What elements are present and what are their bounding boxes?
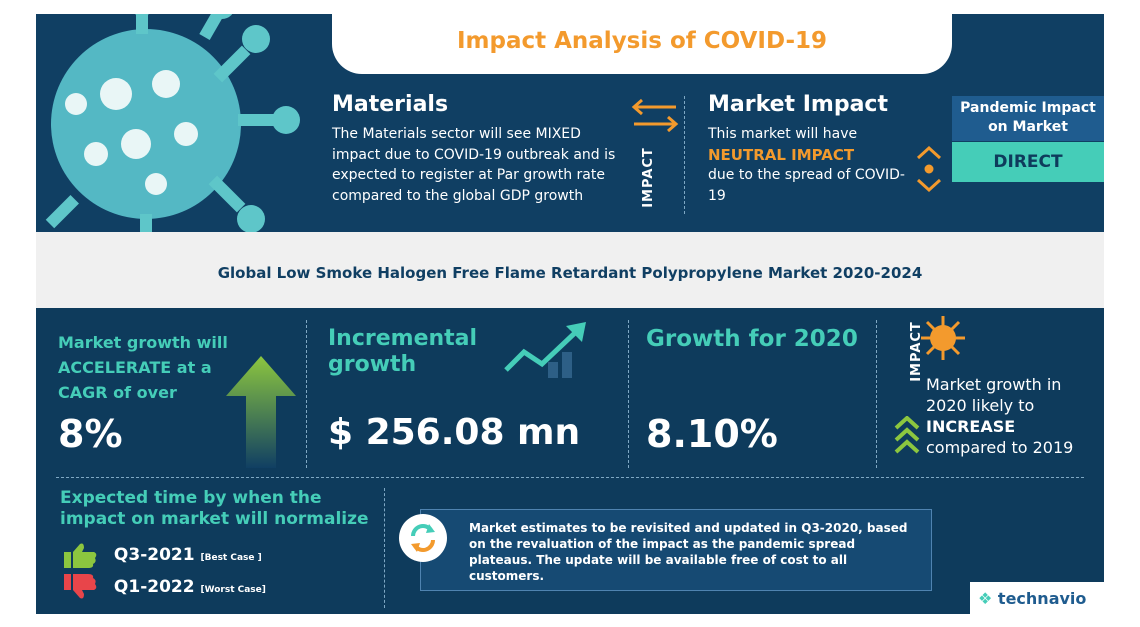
cagr-label: Market growth will ACCELERATE at a CAGR … [58, 333, 228, 402]
market-impact-body: This market will have NEUTRAL IMPACT due… [708, 124, 908, 206]
cagr-value: 8% [58, 412, 123, 456]
increase-note: Market growth in 2020 likely to INCREASE… [926, 374, 1104, 458]
sun-icon [921, 316, 965, 360]
worst-case-row: Q1-2022 [Worst Case] [64, 574, 266, 600]
pandemic-impact-value: DIRECT [952, 142, 1104, 182]
impact-label-vertical: IMPACT [636, 144, 670, 214]
best-case-row: Q3-2021 [Best Case ] [64, 542, 262, 568]
refresh-icon [411, 524, 435, 552]
market-impact-heading: Market Impact [708, 92, 888, 117]
best-case-value: Q3-2021 [113, 545, 195, 565]
logo-mark-icon: ❖ [978, 589, 993, 608]
divider [628, 320, 629, 468]
brand-name: ❖ technavio [978, 589, 1086, 608]
technavio-logo: ❖ technavio [970, 582, 1104, 614]
divider [876, 320, 877, 468]
infographic: Impact Analysis of COVID-19 Materials Th… [36, 14, 1104, 614]
incremental-value: $ 256.08 mn [328, 412, 581, 453]
thumbs-up-icon [64, 543, 97, 568]
trend-up-icon [504, 322, 586, 378]
virus-illustration [45, 14, 300, 244]
market-title-band: Global Low Smoke Halogen Free Flame Reta… [36, 232, 1104, 308]
pandemic-impact-label: Pandemic Impact on Market [952, 96, 1104, 141]
divider [306, 320, 307, 468]
update-notice: Market estimates to be revisited and upd… [399, 509, 932, 591]
thumbs-down-icon [64, 574, 97, 599]
normalize-title: Expected time by when the impact on mark… [60, 488, 369, 529]
neutral-impact-text: NEUTRAL IMPACT [708, 145, 855, 164]
impact-label: IMPACT [640, 147, 656, 208]
divider [684, 96, 685, 214]
worst-case-value: Q1-2022 [113, 577, 195, 597]
divider [384, 488, 385, 608]
market-impact-line1: This market will have [708, 126, 858, 142]
exchange-arrows-icon [631, 98, 679, 132]
materials-heading: Materials [332, 92, 449, 117]
best-case-tag: [Best Case ] [200, 553, 262, 563]
notice-text: Market estimates to be revisited and upd… [469, 521, 908, 583]
title-banner: Impact Analysis of COVID-19 [332, 14, 952, 74]
increase-highlight: INCREASE [926, 417, 1016, 436]
brand-label: technavio [997, 589, 1087, 608]
worst-case-tag: [Worst Case] [200, 585, 266, 595]
up-arrow-icon [226, 356, 296, 468]
up-down-chevrons-icon [916, 145, 942, 193]
growth-2020-label: Growth for 2020 [646, 326, 858, 352]
refresh-icon-badge [399, 514, 447, 562]
market-impact-line2: due to the spread of COVID-19 [708, 167, 905, 204]
top-panel: Impact Analysis of COVID-19 Materials Th… [36, 14, 1104, 244]
market-title: Global Low Smoke Halogen Free Flame Reta… [217, 264, 923, 282]
increase-line1: Market growth in 2020 likely to [926, 375, 1062, 415]
increase-chevrons-icon [894, 416, 920, 454]
page-title: Impact Analysis of COVID-19 [456, 28, 828, 54]
incremental-label: Incremental growth [328, 326, 478, 377]
growth-2020-value: 8.10% [646, 412, 778, 456]
divider [56, 477, 1084, 478]
materials-body: The Materials sector will see MIXED impa… [332, 126, 616, 204]
increase-line2: compared to 2019 [926, 438, 1074, 457]
